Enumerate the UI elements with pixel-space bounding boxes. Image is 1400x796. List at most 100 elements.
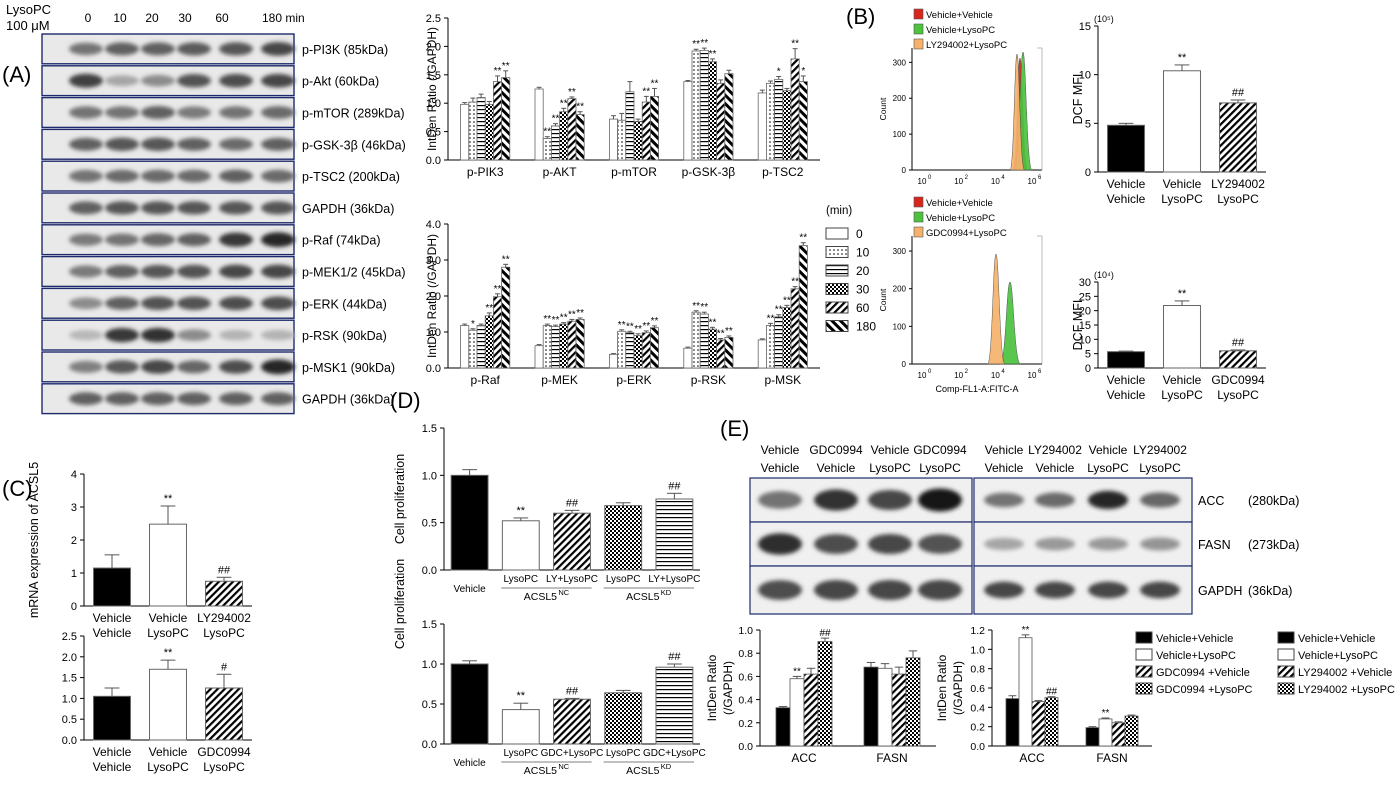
y-axis-label: Cell proliferation <box>393 559 407 649</box>
significance-mark: ** <box>502 61 510 72</box>
y-tick-label: 0.8 <box>970 664 985 676</box>
bar <box>617 119 627 161</box>
bar <box>492 81 502 161</box>
y-tick-label: 1.5 <box>422 423 437 435</box>
y-tick-label: 1.5 <box>422 619 437 631</box>
x-category-label: LysoPC <box>1217 388 1259 402</box>
bar-chart-b-top: 051015VehicleVehicle**VehicleLysoPC##LY2… <box>1071 14 1266 206</box>
bar <box>501 709 540 745</box>
blot-band <box>105 201 139 215</box>
significance-mark: ** <box>775 305 783 316</box>
significance-mark: ** <box>793 666 801 677</box>
blot-band <box>1035 492 1075 508</box>
y-tick-label: 25 <box>1079 291 1091 303</box>
bar <box>782 307 792 369</box>
x-category-label: GDC0994 <box>1211 373 1265 387</box>
column-label-bottom: Vehicle <box>1036 461 1075 475</box>
significance-mark: ** <box>164 493 173 505</box>
axis-scale-note: (10⁵) <box>1094 14 1114 24</box>
y-tick-label: 0 <box>1085 363 1091 375</box>
bar <box>1163 305 1201 369</box>
y-tick-label: 0.0 <box>426 363 441 375</box>
x-category-label: p-TSC2 <box>762 165 804 179</box>
x-category-label: LysoPC <box>147 626 189 640</box>
blot-band <box>69 392 103 406</box>
bar <box>476 97 486 161</box>
legend-swatch <box>1277 665 1295 678</box>
bar <box>501 266 511 369</box>
blot-band <box>261 137 295 151</box>
timepoint-label: 60 <box>215 11 229 25</box>
significance-mark: ## <box>566 497 579 509</box>
x-tick-exponent: 4 <box>1001 175 1005 181</box>
blot-band <box>141 392 175 406</box>
significance-mark: ** <box>1022 625 1030 636</box>
bar <box>650 95 660 161</box>
panel-label-e: (E) <box>720 416 749 441</box>
x-category-label: p-RSK <box>691 373 726 387</box>
legend-swatch <box>913 8 924 20</box>
significance-mark: ## <box>218 564 231 576</box>
y-tick-label: 2.0 <box>426 291 441 303</box>
legend-label: 20 <box>856 264 870 278</box>
blot-band <box>814 489 858 511</box>
blot-band <box>868 533 912 555</box>
significance-mark: ** <box>1178 52 1187 64</box>
x-category-label: FASN <box>876 751 907 765</box>
y-axis-label: DCF MFI <box>1071 74 1085 125</box>
band-label: ACC <box>1198 494 1224 508</box>
x-category-label: Vehicle <box>93 626 132 640</box>
legend-swatch <box>1277 648 1295 661</box>
column-label-top: Vehicle <box>1089 443 1128 457</box>
blot-band <box>261 329 295 341</box>
legend-label: Vehicle+LysoPC <box>1156 650 1236 662</box>
x-tick-label: 10 <box>954 177 963 186</box>
legend-label: Vehicle+LysoPC <box>926 25 995 36</box>
y-tick-label: 100 <box>893 130 907 139</box>
bar <box>93 567 131 607</box>
bar <box>1107 124 1145 173</box>
band-label: p-mTOR (289kDa) <box>302 107 405 121</box>
legend-minutes: (min) 0 10 20 30 60 180 <box>825 205 876 334</box>
bar <box>1098 718 1113 747</box>
bar <box>891 673 907 747</box>
bar <box>501 77 511 161</box>
y-tick-label: 20 <box>1079 306 1091 318</box>
bar <box>699 49 709 161</box>
x-category-label: LysoPC <box>203 760 245 774</box>
column-label-bottom: LysoPC <box>919 461 961 475</box>
blot-band <box>177 392 211 406</box>
y-tick-label: 10 <box>1079 334 1091 346</box>
bar <box>1005 698 1020 747</box>
x-category-label: LY294002 <box>197 611 251 625</box>
x-tick-exponent: 4 <box>1001 369 1005 375</box>
treatment-label-line2: 100 μM <box>6 18 50 33</box>
bar <box>789 678 805 747</box>
x-tick-exponent: 2 <box>965 175 969 181</box>
blot-band <box>141 360 175 374</box>
blot-band <box>69 360 103 373</box>
blot-band <box>219 42 253 56</box>
blot-band <box>141 106 175 119</box>
legend-swatch <box>825 320 849 332</box>
bar <box>633 120 643 161</box>
blot-band <box>261 359 295 375</box>
x-category-label: LY294002 <box>1211 177 1265 191</box>
bar <box>757 92 767 161</box>
y-axis-label: IntDen Ratio <box>935 654 949 721</box>
legend-label: LY294002+LysoPC <box>926 40 1007 51</box>
band-label: p-Akt (60kDa) <box>302 75 379 89</box>
x-category-label: p-MEK <box>541 373 578 387</box>
blot-band <box>177 73 211 88</box>
y-tick-label: 0.6 <box>970 683 985 695</box>
legend-panel-e: Vehicle+Vehicle Vehicle+LysoPC GDC0994 +Ve… <box>1135 631 1395 696</box>
blot-band <box>69 265 103 278</box>
legend-label: Vehicle+Vehicle <box>1298 633 1375 645</box>
blot-band <box>141 296 175 311</box>
group-label: ACSL5 <box>524 591 557 603</box>
blot-band <box>105 360 139 374</box>
group-label-superscript: NC <box>558 762 569 771</box>
blot-band <box>868 489 912 511</box>
y-axis-label: mRNA expression of ACSL5 <box>27 462 41 618</box>
x-category-label: LysoPC <box>1161 388 1203 402</box>
